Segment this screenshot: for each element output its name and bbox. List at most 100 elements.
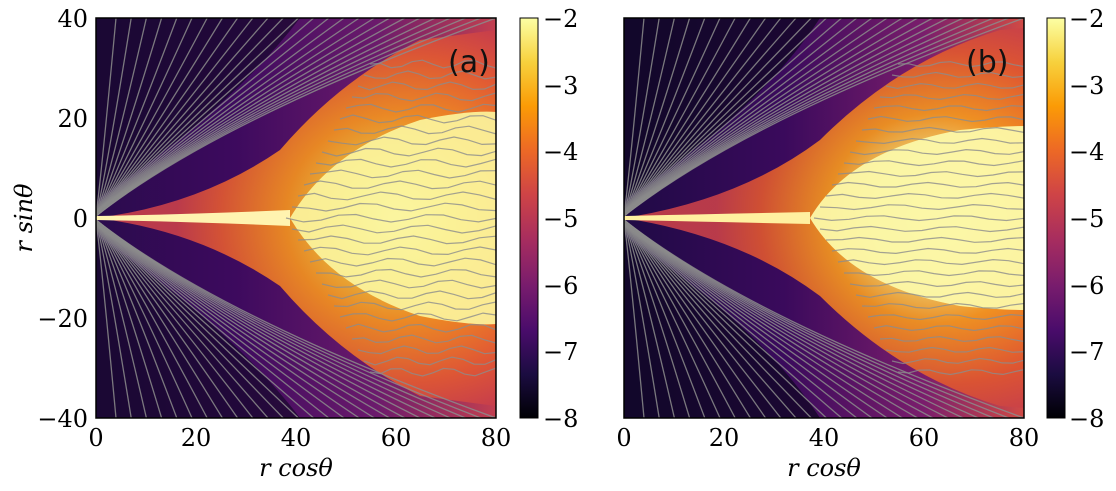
streamline — [96, 18, 148, 217]
streamline — [285, 213, 496, 223]
colorbar-a: −2 −3 −4 −5 −6 −7 −8 — [519, 5, 578, 433]
streamline — [624, 219, 1024, 418]
x-tick-label: 40 — [809, 424, 840, 452]
streamline — [849, 280, 1024, 288]
panel-b-streamlines — [624, 18, 1024, 418]
colorbar-tick-label: −2 — [1069, 5, 1104, 33]
streamline — [357, 81, 496, 91]
streamline — [855, 137, 1024, 145]
x-axis-title: r cosθ — [259, 454, 333, 482]
streamline — [897, 369, 1024, 376]
streamline — [843, 160, 1024, 167]
streamline — [624, 219, 645, 418]
streamline — [837, 258, 1024, 266]
streamline — [96, 219, 193, 418]
streamline — [315, 158, 496, 168]
streamline — [867, 313, 1024, 321]
x-tick-label: 20 — [181, 424, 212, 452]
panel-b-label: (b) — [966, 45, 1008, 80]
colorbar-b: −2 −3 −4 −5 −6 −7 −8 — [1046, 5, 1104, 433]
streamline — [345, 323, 496, 333]
streamline — [96, 219, 208, 418]
streamline — [96, 219, 178, 418]
streamline — [825, 236, 1024, 243]
colorbar-tick-label: −6 — [1069, 272, 1104, 300]
x-tick-label: 80 — [481, 424, 512, 452]
streamline — [96, 18, 496, 217]
streamline — [96, 219, 132, 418]
x-tick-label: 0 — [616, 424, 631, 452]
streamline — [369, 367, 496, 377]
panel-b-heatmap — [624, 18, 1024, 418]
y-axis-title: r sinθ — [10, 183, 38, 253]
y-tick-label: 40 — [57, 5, 88, 33]
streamline — [333, 125, 496, 135]
panel-a-label: (a) — [448, 45, 490, 80]
colorbar-tick-label: −8 — [543, 405, 578, 433]
streamline — [624, 18, 645, 217]
streamline — [96, 18, 208, 217]
streamline — [363, 70, 496, 80]
y-tick-label: 20 — [57, 105, 88, 133]
streamline — [96, 18, 193, 217]
streamline — [855, 291, 1024, 298]
streamline — [351, 92, 496, 102]
streamline — [315, 268, 496, 278]
streamline — [885, 82, 1024, 90]
streamline — [867, 115, 1024, 123]
streamline — [861, 126, 1024, 133]
streamline — [327, 136, 496, 146]
streamline — [885, 346, 1024, 353]
streamline — [825, 192, 1024, 200]
streamline — [321, 147, 496, 157]
streamline — [96, 18, 239, 217]
streamline — [297, 235, 496, 245]
streamline — [831, 247, 1024, 255]
streamline — [363, 356, 496, 366]
streamline — [351, 334, 496, 344]
colorbar-tick-label: −4 — [543, 138, 578, 166]
x-tick-label: 60 — [909, 424, 940, 452]
streamline — [897, 61, 1024, 68]
streamline — [96, 18, 163, 217]
colorbar-tick-label: −5 — [1069, 205, 1104, 233]
x-tick-label: 40 — [281, 424, 312, 452]
streamline — [96, 18, 117, 217]
streamline — [96, 219, 148, 418]
streamline — [339, 114, 496, 124]
streamline — [813, 215, 1024, 222]
streamline — [873, 324, 1024, 332]
panel-a-x-axis: 0 20 40 60 80 r cosθ — [88, 424, 511, 482]
streamline — [345, 103, 496, 113]
streamline — [357, 345, 496, 355]
colorbar-tick-label: −3 — [543, 72, 578, 100]
colorbar-tick-label: −7 — [1069, 338, 1104, 366]
streamline — [819, 203, 1024, 211]
streamline — [369, 59, 496, 69]
y-tick-label: −40 — [37, 405, 88, 433]
streamline — [873, 105, 1024, 112]
streamline — [624, 18, 660, 217]
streamline — [291, 202, 496, 212]
streamline — [624, 219, 706, 418]
streamline — [327, 290, 496, 300]
streamline — [96, 219, 223, 418]
colorbar-tick-label: −2 — [543, 5, 578, 33]
colorbar-tick-label: −8 — [1069, 405, 1104, 433]
streamline — [321, 279, 496, 289]
colorbar-tick-label: −6 — [543, 272, 578, 300]
streamline — [624, 18, 736, 217]
streamline — [624, 18, 706, 217]
streamline — [291, 224, 496, 234]
streamline — [96, 219, 496, 418]
panel-a-streamlines — [96, 18, 496, 418]
x-tick-label: 60 — [381, 424, 412, 452]
streamline — [624, 219, 751, 418]
streamline — [96, 219, 239, 418]
streamline — [624, 219, 721, 418]
panel-a-y-axis: 40 20 0 −20 −40 r sinθ — [10, 5, 88, 433]
streamline — [624, 18, 767, 217]
streamline — [861, 302, 1024, 309]
panel-b-x-axis: 0 20 40 60 80 r cosθ — [616, 424, 1039, 482]
panel-b: (b) 0 20 40 60 80 r cosθ — [616, 17, 1039, 482]
